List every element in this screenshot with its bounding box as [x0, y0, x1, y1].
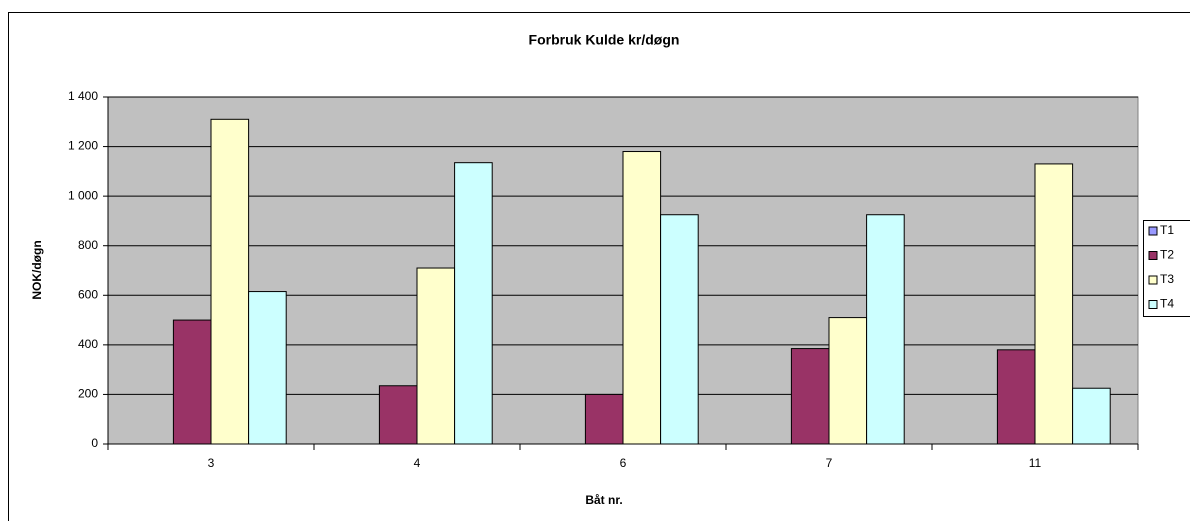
x-tick-label: 7 [826, 456, 833, 470]
bar [210, 118, 250, 445]
bar [584, 393, 624, 445]
y-tick-label: 400 [78, 337, 98, 351]
chart-title: Forbruk Kulde kr/døgn [529, 32, 680, 48]
bar [454, 162, 493, 445]
x-tick-label: 3 [208, 456, 215, 470]
y-tick-label: 0 [91, 436, 98, 450]
x-axis-label: Båt nr. [585, 493, 622, 507]
bar [1072, 387, 1111, 445]
bar [828, 317, 868, 445]
bar [790, 348, 830, 445]
y-tick-label: 200 [78, 387, 98, 401]
bar [996, 349, 1036, 445]
x-tick-label: 6 [620, 456, 627, 470]
y-axis-label: NOK/døgn [30, 240, 44, 299]
legend-label: T4 [1160, 297, 1174, 311]
y-tick-label: 1 200 [68, 139, 98, 153]
bar [378, 385, 418, 445]
x-tick-label: 11 [1029, 456, 1042, 470]
legend-swatch [1148, 226, 1158, 236]
bar [622, 151, 662, 445]
legend-label: T2 [1160, 248, 1174, 262]
y-tick-label: 1 400 [68, 89, 98, 103]
legend-swatch [1148, 300, 1158, 309]
legend-label: T1 [1160, 223, 1174, 237]
x-tick-label: 4 [414, 456, 421, 470]
y-tick-label: 600 [78, 287, 98, 301]
bar [1034, 163, 1074, 445]
bar [172, 319, 212, 445]
bar [660, 214, 699, 445]
y-tick-label: 800 [78, 238, 98, 252]
bar [416, 267, 456, 445]
legend-swatch [1148, 275, 1158, 285]
legend-label: T3 [1160, 272, 1174, 286]
y-tick-label: 1 000 [68, 188, 98, 202]
bar [866, 214, 905, 445]
bar [248, 291, 287, 445]
legend-swatch [1148, 251, 1158, 260]
